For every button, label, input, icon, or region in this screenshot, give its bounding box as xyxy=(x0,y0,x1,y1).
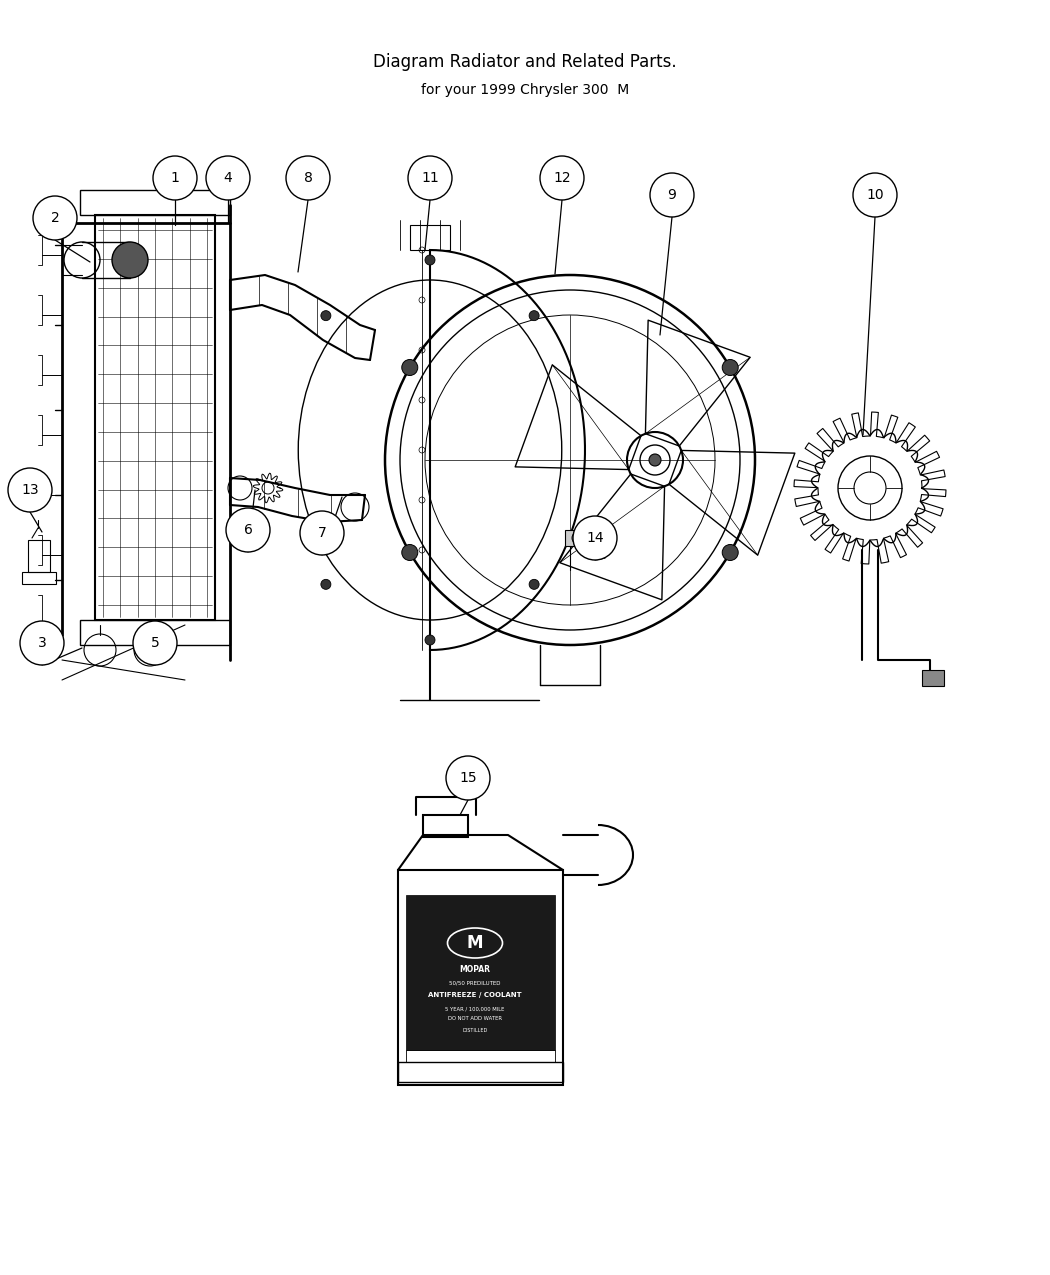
Bar xyxy=(406,1051,555,1062)
Circle shape xyxy=(650,173,694,217)
Circle shape xyxy=(286,156,330,200)
Text: ANTIFREEZE / COOLANT: ANTIFREEZE / COOLANT xyxy=(428,992,522,998)
Circle shape xyxy=(425,635,435,645)
Bar xyxy=(398,870,563,1085)
Circle shape xyxy=(321,579,331,589)
Circle shape xyxy=(722,360,738,376)
Circle shape xyxy=(153,156,197,200)
Circle shape xyxy=(529,311,539,320)
Text: 3: 3 xyxy=(38,636,46,650)
Text: 2: 2 xyxy=(50,210,60,224)
Circle shape xyxy=(206,156,250,200)
Text: 12: 12 xyxy=(553,171,571,185)
Text: 4: 4 xyxy=(224,171,232,185)
Circle shape xyxy=(300,511,344,555)
Circle shape xyxy=(112,242,148,278)
Bar xyxy=(398,1062,563,1082)
Circle shape xyxy=(446,756,490,799)
Bar xyxy=(28,541,50,572)
Text: MOPAR: MOPAR xyxy=(460,965,490,974)
Bar xyxy=(423,815,468,836)
Text: 6: 6 xyxy=(244,523,252,537)
Text: 15: 15 xyxy=(459,771,477,785)
Circle shape xyxy=(20,621,64,666)
Circle shape xyxy=(853,173,897,217)
Bar xyxy=(80,620,230,645)
Text: 10: 10 xyxy=(866,187,884,201)
Circle shape xyxy=(649,454,662,465)
Text: DO NOT ADD WATER: DO NOT ADD WATER xyxy=(448,1016,502,1021)
Text: for your 1999 Chrysler 300  M: for your 1999 Chrysler 300 M xyxy=(421,83,629,97)
Circle shape xyxy=(573,516,617,560)
Bar xyxy=(410,224,450,250)
Bar xyxy=(22,572,56,584)
Bar xyxy=(80,190,230,215)
Text: 1: 1 xyxy=(170,171,180,185)
Circle shape xyxy=(408,156,452,200)
Circle shape xyxy=(321,311,331,320)
Bar xyxy=(406,895,555,1051)
Text: 14: 14 xyxy=(586,530,604,544)
Circle shape xyxy=(8,468,52,513)
Circle shape xyxy=(133,621,177,666)
Circle shape xyxy=(226,507,270,552)
Ellipse shape xyxy=(447,928,503,958)
Circle shape xyxy=(529,579,539,589)
Circle shape xyxy=(33,196,77,240)
Text: 5: 5 xyxy=(150,636,160,650)
Text: 8: 8 xyxy=(303,171,313,185)
Bar xyxy=(94,215,215,620)
Circle shape xyxy=(722,544,738,561)
Text: 5 YEAR / 100,000 MILE: 5 YEAR / 100,000 MILE xyxy=(445,1006,505,1011)
Circle shape xyxy=(425,255,435,265)
Text: 11: 11 xyxy=(421,171,439,185)
Circle shape xyxy=(540,156,584,200)
Text: 9: 9 xyxy=(668,187,676,201)
Bar xyxy=(922,669,944,686)
Circle shape xyxy=(402,360,418,376)
Text: DISTILLED: DISTILLED xyxy=(462,1028,487,1033)
Text: 50/50 PREDILUTED: 50/50 PREDILUTED xyxy=(449,980,501,986)
Bar xyxy=(565,530,600,546)
Text: 7: 7 xyxy=(317,527,327,541)
Text: M: M xyxy=(467,935,483,952)
Text: Diagram Radiator and Related Parts.: Diagram Radiator and Related Parts. xyxy=(373,54,677,71)
Circle shape xyxy=(402,544,418,561)
Text: 13: 13 xyxy=(21,483,39,497)
